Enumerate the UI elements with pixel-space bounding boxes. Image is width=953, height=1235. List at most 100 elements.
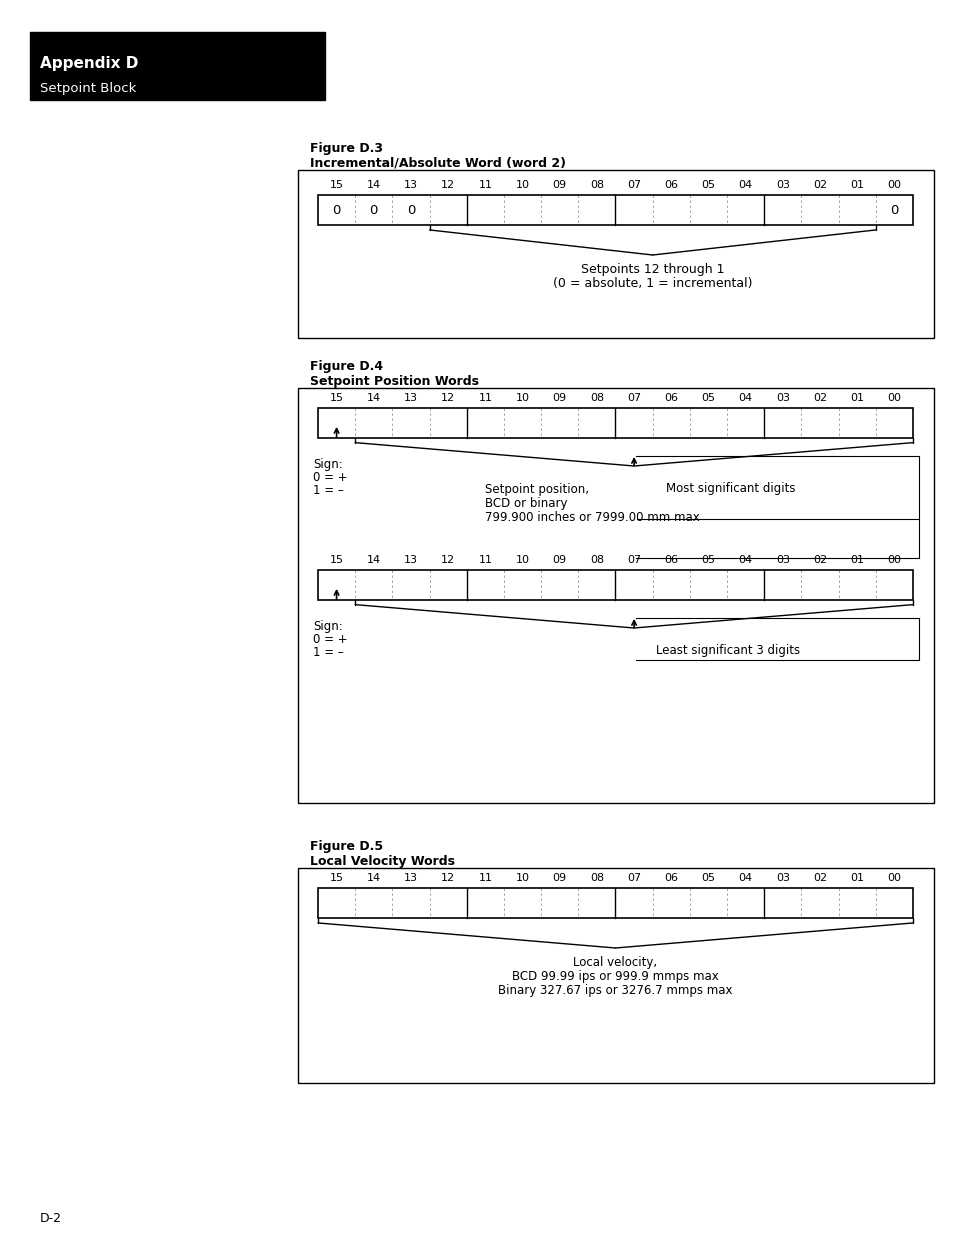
- Bar: [317, 195, 912, 225]
- Bar: [297, 868, 933, 1083]
- Text: 10: 10: [515, 555, 529, 564]
- Text: 11: 11: [477, 180, 492, 190]
- Text: 11: 11: [477, 873, 492, 883]
- Text: Local velocity,: Local velocity,: [573, 956, 657, 969]
- Text: 10: 10: [515, 393, 529, 403]
- Text: 06: 06: [663, 393, 678, 403]
- Text: 07: 07: [626, 555, 640, 564]
- Text: 0: 0: [889, 204, 898, 216]
- Text: (0 = absolute, 1 = incremental): (0 = absolute, 1 = incremental): [553, 277, 752, 290]
- Text: 13: 13: [403, 873, 417, 883]
- Bar: [297, 170, 933, 338]
- Text: 00: 00: [886, 393, 901, 403]
- Text: 03: 03: [775, 180, 789, 190]
- Text: 13: 13: [403, 180, 417, 190]
- Text: 0: 0: [406, 204, 415, 216]
- Text: 11: 11: [477, 393, 492, 403]
- Text: 08: 08: [589, 555, 603, 564]
- Text: 0: 0: [332, 204, 340, 216]
- Text: 02: 02: [812, 393, 826, 403]
- Text: 05: 05: [700, 180, 715, 190]
- Text: Setpoints 12 through 1: Setpoints 12 through 1: [580, 263, 723, 275]
- Text: 0: 0: [369, 204, 377, 216]
- Text: 13: 13: [403, 393, 417, 403]
- Text: 03: 03: [775, 873, 789, 883]
- Text: 04: 04: [738, 180, 752, 190]
- Text: Setpoint Block: Setpoint Block: [40, 82, 136, 95]
- Text: Sign:: Sign:: [313, 458, 342, 471]
- Text: 05: 05: [700, 555, 715, 564]
- Bar: [317, 888, 912, 918]
- Text: 09: 09: [552, 180, 566, 190]
- Text: 09: 09: [552, 393, 566, 403]
- Text: 02: 02: [812, 180, 826, 190]
- Text: 09: 09: [552, 555, 566, 564]
- Text: 02: 02: [812, 555, 826, 564]
- Text: 06: 06: [663, 180, 678, 190]
- Text: 14: 14: [366, 180, 380, 190]
- Text: 15: 15: [329, 873, 343, 883]
- Text: Appendix D: Appendix D: [40, 56, 138, 70]
- Text: 00: 00: [886, 555, 901, 564]
- Text: 13: 13: [403, 555, 417, 564]
- Text: 07: 07: [626, 393, 640, 403]
- Text: 06: 06: [663, 555, 678, 564]
- Text: 12: 12: [440, 393, 455, 403]
- Text: D-2: D-2: [40, 1212, 62, 1225]
- Text: 06: 06: [663, 873, 678, 883]
- Text: 08: 08: [589, 393, 603, 403]
- Text: Setpoint position,: Setpoint position,: [485, 483, 589, 496]
- Text: BCD 99.99 ips or 999.9 mmps max: BCD 99.99 ips or 999.9 mmps max: [512, 969, 719, 983]
- Text: 1 = –: 1 = –: [313, 646, 343, 659]
- Text: Setpoint Position Words: Setpoint Position Words: [310, 375, 478, 388]
- Bar: [317, 408, 912, 438]
- Text: 12: 12: [440, 873, 455, 883]
- Text: 11: 11: [477, 555, 492, 564]
- Bar: [317, 571, 912, 600]
- Text: Figure D.5: Figure D.5: [310, 840, 383, 853]
- Text: 12: 12: [440, 180, 455, 190]
- Text: 15: 15: [329, 555, 343, 564]
- Text: 15: 15: [329, 180, 343, 190]
- Text: 04: 04: [738, 393, 752, 403]
- Text: 04: 04: [738, 873, 752, 883]
- Text: 05: 05: [700, 873, 715, 883]
- Text: Sign:: Sign:: [313, 620, 342, 634]
- Bar: [30, 32, 325, 100]
- Text: Binary 327.67 ips or 3276.7 mmps max: Binary 327.67 ips or 3276.7 mmps max: [497, 984, 732, 997]
- Text: 03: 03: [775, 555, 789, 564]
- Text: 10: 10: [515, 873, 529, 883]
- Text: 14: 14: [366, 393, 380, 403]
- Text: 01: 01: [849, 873, 863, 883]
- Text: 00: 00: [886, 873, 901, 883]
- Text: Figure D.3: Figure D.3: [310, 142, 382, 156]
- Text: 15: 15: [329, 393, 343, 403]
- Text: Most significant digits: Most significant digits: [665, 482, 795, 495]
- Text: Figure D.4: Figure D.4: [310, 359, 383, 373]
- Text: 05: 05: [700, 393, 715, 403]
- Text: 02: 02: [812, 873, 826, 883]
- Text: Incremental/Absolute Word (word 2): Incremental/Absolute Word (word 2): [310, 157, 565, 170]
- Text: 01: 01: [849, 180, 863, 190]
- Text: 0 = +: 0 = +: [313, 634, 347, 646]
- Text: 01: 01: [849, 555, 863, 564]
- Text: Least significant 3 digits: Least significant 3 digits: [656, 643, 800, 657]
- Text: 09: 09: [552, 873, 566, 883]
- Text: 01: 01: [849, 393, 863, 403]
- Text: 0 = +: 0 = +: [313, 471, 347, 484]
- Text: 12: 12: [440, 555, 455, 564]
- Text: 08: 08: [589, 873, 603, 883]
- Text: 799.900 inches or 7999.00 mm max: 799.900 inches or 7999.00 mm max: [485, 511, 700, 524]
- Text: 14: 14: [366, 873, 380, 883]
- Text: 14: 14: [366, 555, 380, 564]
- Text: 1 = –: 1 = –: [313, 484, 343, 496]
- Text: 08: 08: [589, 180, 603, 190]
- Text: 10: 10: [515, 180, 529, 190]
- Bar: [297, 388, 933, 803]
- Text: 00: 00: [886, 180, 901, 190]
- Text: 07: 07: [626, 873, 640, 883]
- Text: 04: 04: [738, 555, 752, 564]
- Text: BCD or binary: BCD or binary: [485, 496, 567, 510]
- Text: 07: 07: [626, 180, 640, 190]
- Text: 03: 03: [775, 393, 789, 403]
